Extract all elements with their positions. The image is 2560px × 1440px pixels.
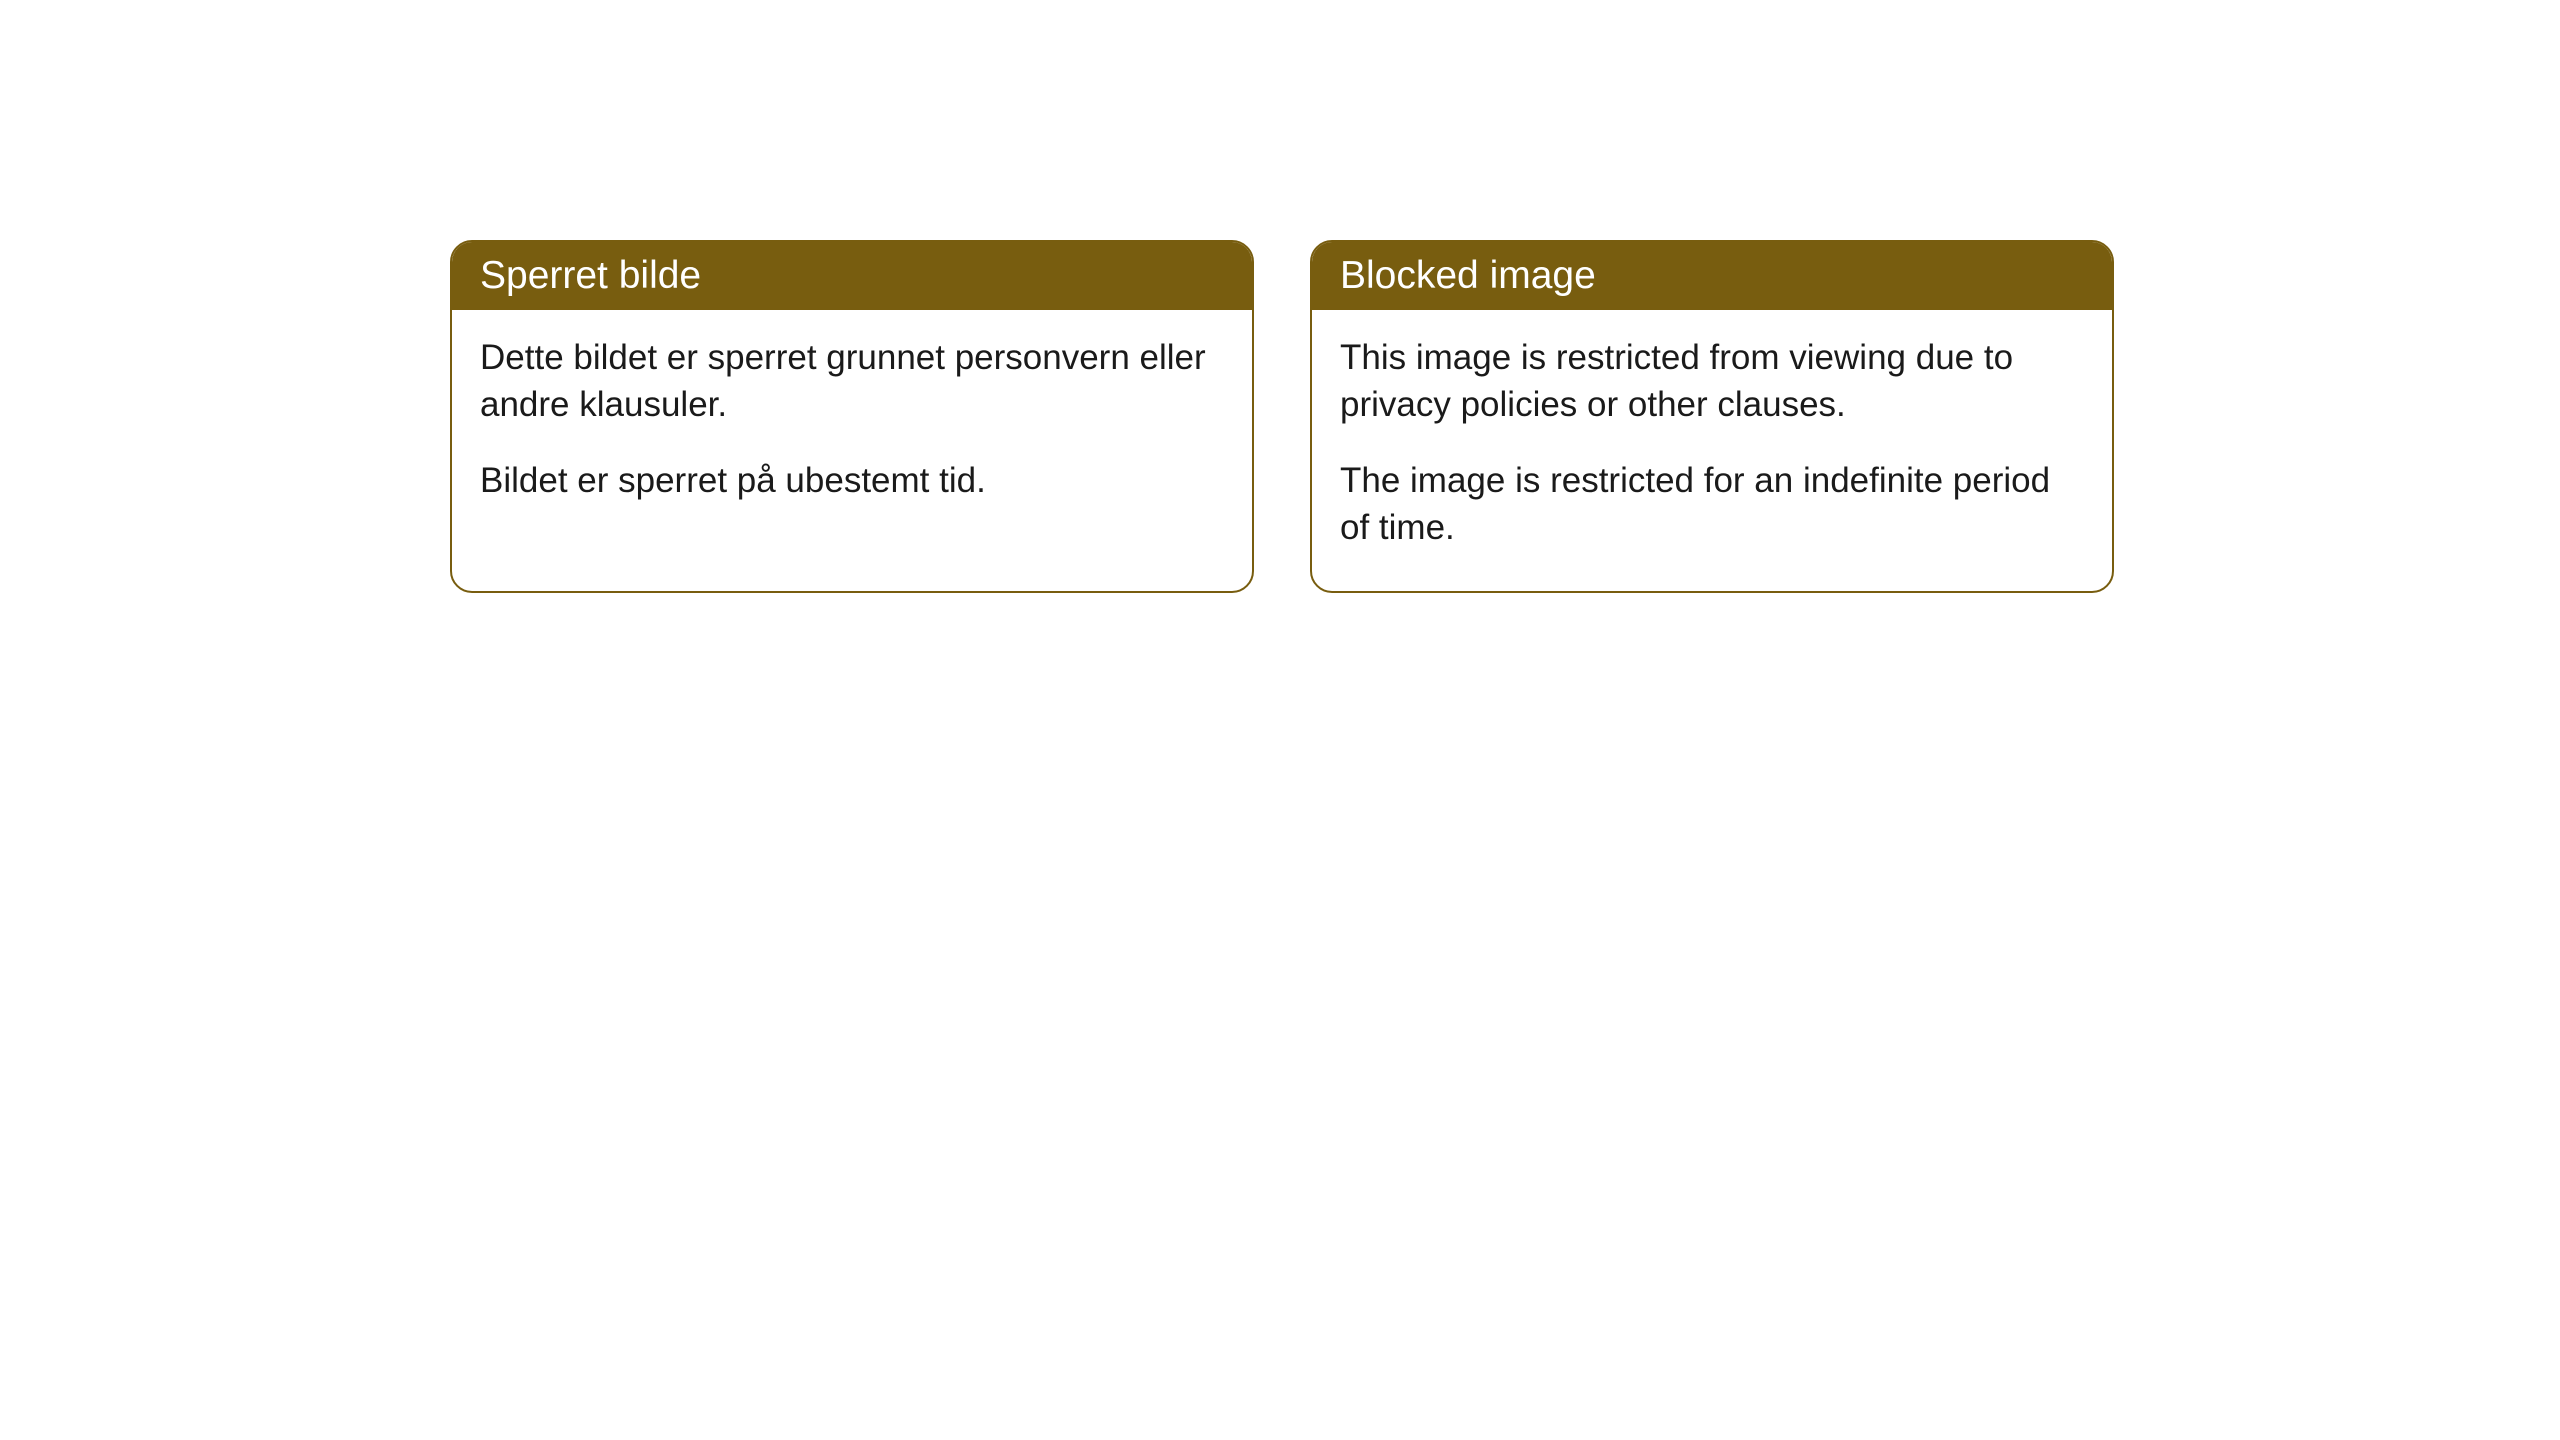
card-title: Sperret bilde [480, 254, 701, 297]
card-body-norwegian: Dette bildet er sperret grunnet personve… [452, 310, 1252, 544]
card-text-2: Bildet er sperret på ubestemt tid. [480, 457, 1224, 504]
blocked-image-card-norwegian: Sperret bilde Dette bildet er sperret gr… [450, 240, 1254, 593]
notice-cards-container: Sperret bilde Dette bildet er sperret gr… [450, 240, 2114, 593]
card-header-english: Blocked image [1312, 242, 2112, 310]
card-title: Blocked image [1340, 254, 1596, 297]
card-header-norwegian: Sperret bilde [452, 242, 1252, 310]
card-text-1: Dette bildet er sperret grunnet personve… [480, 334, 1224, 429]
card-body-english: This image is restricted from viewing du… [1312, 310, 2112, 591]
card-text-2: The image is restricted for an indefinit… [1340, 457, 2084, 552]
card-text-1: This image is restricted from viewing du… [1340, 334, 2084, 429]
blocked-image-card-english: Blocked image This image is restricted f… [1310, 240, 2114, 593]
